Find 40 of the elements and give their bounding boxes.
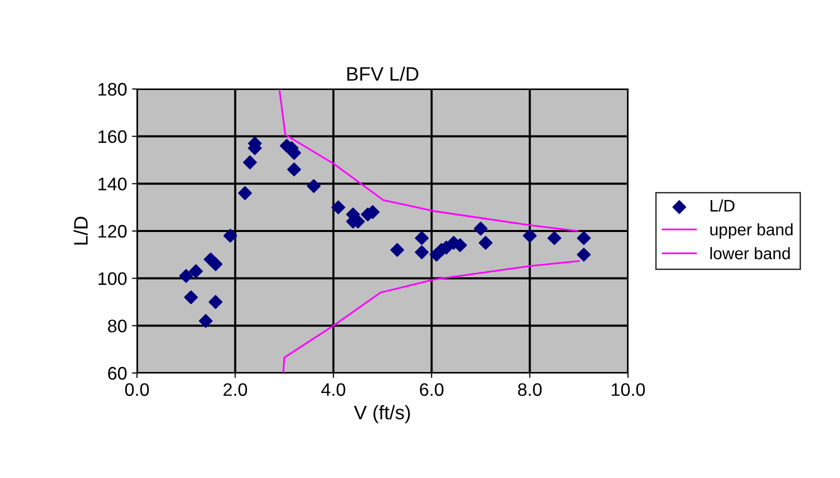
point [331, 200, 346, 214]
point [223, 228, 238, 243]
point [547, 231, 562, 246]
point [189, 264, 203, 278]
legend-label: L/D [710, 199, 734, 212]
point [208, 257, 222, 272]
point [243, 155, 257, 170]
point [414, 231, 429, 246]
x-tick-label: 6.0 [420, 383, 444, 396]
point [208, 295, 222, 309]
point [238, 186, 252, 200]
y-axis-title: L/D [73, 216, 88, 245]
x-tick-label: 8.0 [518, 383, 542, 396]
legend-label: lower band [710, 247, 790, 260]
y-tick-label: 100 [98, 272, 127, 286]
point [576, 231, 591, 246]
y-tick-label: 120 [98, 224, 127, 238]
point [522, 228, 537, 243]
point [414, 245, 429, 260]
x-tick-label: 10.0 [612, 383, 645, 396]
y-tick-label: 60 [108, 366, 127, 380]
x-tick-label: 4.0 [321, 383, 346, 396]
y-tick-label: 80 [108, 320, 127, 332]
point [179, 269, 194, 283]
x-tick-label: 0.0 [125, 383, 149, 396]
point [474, 222, 488, 236]
point [478, 236, 493, 250]
x-axis-title: V (ft/s) [354, 405, 410, 424]
point [184, 290, 198, 304]
point [306, 179, 321, 193]
y-tick-label: 160 [98, 130, 127, 144]
chart-title: BFV L/D [347, 66, 418, 81]
y-tick-label: 180 [98, 82, 127, 96]
legend-label: upper band [710, 223, 793, 239]
x-tick-label: 2.0 [224, 383, 248, 396]
y-tick-label: 140 [98, 178, 127, 190]
point [576, 248, 591, 262]
point [198, 314, 213, 328]
point [287, 162, 302, 176]
point [390, 243, 404, 257]
